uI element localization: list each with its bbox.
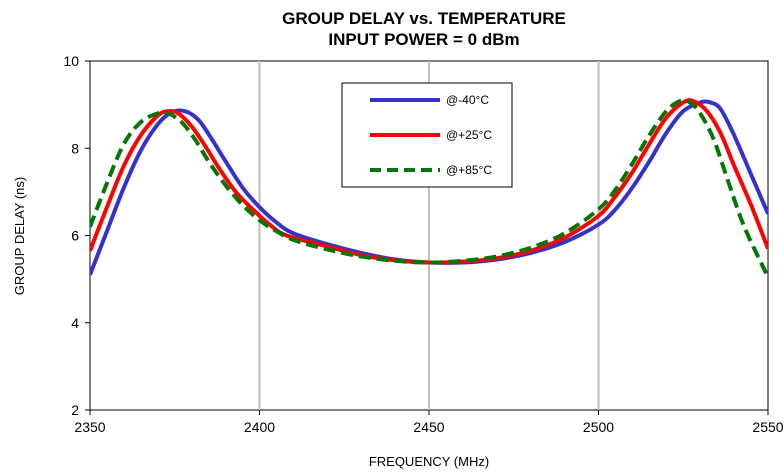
x-tick-label: 2550 <box>752 419 783 435</box>
legend-label-85-c: @+85°C <box>446 163 492 177</box>
chart-subtitle: INPUT POWER = 0 dBm <box>328 30 519 49</box>
series-line-85-c <box>90 98 768 278</box>
y-tick-label: 6 <box>71 228 79 244</box>
y-tick-label: 10 <box>63 53 79 69</box>
x-tick-label: 2400 <box>244 419 275 435</box>
y-axis-label: GROUP DELAY (ns) <box>12 177 27 295</box>
y-tick-label: 2 <box>71 402 79 418</box>
y-tick-label: 4 <box>71 315 79 331</box>
legend-label-40-c: @-40°C <box>446 93 489 107</box>
x-tick-label: 2500 <box>583 419 614 435</box>
y-tick-label: 8 <box>71 140 79 156</box>
x-axis-label: FREQUENCY (MHz) <box>369 454 489 469</box>
x-tick-label: 2350 <box>74 419 105 435</box>
x-tick-labels: 2350 2400 2450 2500 2550 <box>74 410 784 435</box>
x-tick-label: 2450 <box>413 419 444 435</box>
legend-label-25-c: @+25°C <box>446 128 492 142</box>
chart-title: GROUP DELAY vs. TEMPERATURE <box>282 9 566 28</box>
legend: @-40°C @+25°C @+85°C <box>341 82 513 188</box>
y-tick-labels: 2 4 6 8 10 <box>63 53 90 418</box>
series-layer <box>90 98 768 278</box>
